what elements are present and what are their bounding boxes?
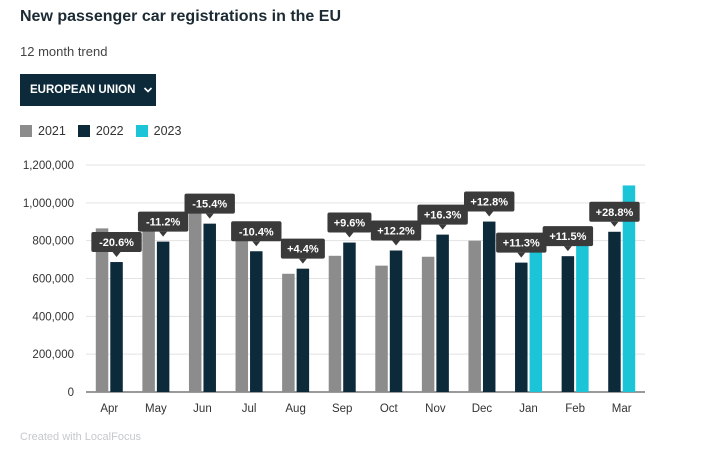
callout-label: +11.5% bbox=[549, 231, 586, 243]
callout-pointer bbox=[517, 252, 526, 258]
callout-pointer bbox=[392, 240, 401, 246]
bar-2021-jul bbox=[235, 234, 249, 392]
callout-box bbox=[464, 191, 515, 212]
y-tick-label: 1,200,000 bbox=[23, 160, 74, 172]
y-tick-label: 800,000 bbox=[32, 236, 74, 248]
x-tick-label: Jan bbox=[519, 403, 538, 415]
x-tick-label: Nov bbox=[425, 403, 446, 415]
bar-2022-jul bbox=[250, 251, 263, 392]
bar-2022-jun bbox=[203, 223, 216, 392]
callout-pointer bbox=[298, 258, 307, 264]
callout-pointer bbox=[438, 224, 447, 230]
chart-legend: 2021 2022 2023 bbox=[20, 124, 193, 138]
callout-box bbox=[91, 232, 142, 253]
callout-box bbox=[137, 211, 189, 232]
callout-box bbox=[542, 226, 594, 247]
bar-2022-jan bbox=[515, 262, 528, 392]
bar-2023-jan bbox=[529, 247, 543, 392]
legend-swatch-2022 bbox=[77, 125, 90, 137]
callout-pointer bbox=[205, 213, 214, 219]
chart-subtitle: 12 month trend bbox=[20, 44, 108, 59]
region-dropdown-label: EUROPEAN UNION bbox=[30, 84, 136, 96]
callout-label: +28.8% bbox=[596, 207, 634, 219]
callout-box bbox=[327, 212, 372, 233]
x-tick-label: Mar bbox=[612, 403, 632, 415]
legend-label-2022: 2022 bbox=[95, 124, 124, 138]
callout-label: -11.2% bbox=[146, 217, 180, 229]
bar-2021-aug bbox=[282, 273, 295, 392]
x-tick-label: Dec bbox=[472, 403, 493, 415]
callout-pointer bbox=[112, 252, 121, 258]
callout-box bbox=[280, 238, 325, 259]
legend-item-2023[interactable]: 2023 bbox=[135, 124, 182, 138]
callout-pointer bbox=[563, 246, 572, 252]
footer-credit: Created with LocalFocus bbox=[20, 431, 142, 443]
callout-box bbox=[184, 193, 235, 214]
legend-label-2021: 2021 bbox=[38, 124, 66, 138]
callout-pointer bbox=[345, 232, 354, 238]
callout-label: +9.6% bbox=[334, 218, 366, 230]
bar-2021-nov bbox=[421, 256, 435, 392]
callout-pointer bbox=[252, 241, 261, 247]
bar-2021-oct bbox=[375, 265, 388, 392]
x-tick-label: Jun bbox=[193, 403, 212, 415]
bar-2022-apr bbox=[110, 262, 123, 392]
bar-2023-feb bbox=[576, 239, 589, 392]
callout-label: -10.4% bbox=[239, 226, 274, 238]
callout-pointer bbox=[610, 221, 619, 227]
x-tick-label: Sep bbox=[332, 403, 352, 415]
bar-2021-jun bbox=[188, 195, 202, 392]
bar-2022-nov bbox=[436, 234, 449, 392]
y-tick-label: 200,000 bbox=[32, 349, 74, 361]
callout-box bbox=[231, 221, 282, 242]
legend-label-2023: 2023 bbox=[153, 124, 182, 138]
bar-2021-dec bbox=[468, 240, 481, 392]
bar-2022-sep bbox=[343, 242, 356, 392]
x-tick-label: Aug bbox=[285, 403, 305, 415]
callout-box bbox=[417, 204, 468, 225]
callout-label: +11.3% bbox=[503, 238, 540, 250]
x-tick-label: May bbox=[145, 403, 167, 415]
callout-label: -20.6% bbox=[99, 237, 134, 249]
callout-pointer bbox=[159, 231, 168, 237]
x-tick-label: Apr bbox=[100, 403, 118, 415]
callout-pointer bbox=[485, 211, 494, 217]
bar-2022-mar bbox=[608, 231, 621, 392]
legend-swatch-2023 bbox=[135, 125, 148, 137]
bar-2021-apr bbox=[95, 228, 109, 392]
callout-label: -15.4% bbox=[192, 199, 227, 211]
y-tick-label: 0 bbox=[68, 387, 74, 399]
bar-2022-feb bbox=[561, 256, 575, 392]
legend-item-2021[interactable]: 2021 bbox=[20, 124, 66, 138]
bar-2023-mar bbox=[622, 185, 636, 392]
chart-title: New passenger car registrations in the E… bbox=[20, 8, 341, 25]
y-tick-label: 600,000 bbox=[32, 274, 74, 286]
legend-swatch-2021 bbox=[20, 125, 32, 137]
callout-label: +4.4% bbox=[287, 244, 319, 256]
callout-box bbox=[496, 232, 547, 253]
callout-label: +16.3% bbox=[424, 210, 462, 222]
bar-2022-aug bbox=[296, 268, 310, 392]
bar-2021-sep bbox=[328, 255, 342, 392]
callout-box bbox=[370, 220, 422, 241]
callout-box bbox=[589, 201, 640, 222]
callout-label: +12.8% bbox=[470, 197, 508, 209]
x-tick-label: Feb bbox=[565, 403, 585, 415]
bar-2021-may bbox=[142, 215, 155, 392]
x-tick-label: Oct bbox=[380, 403, 399, 415]
region-dropdown[interactable]: EUROPEAN UNION bbox=[20, 74, 156, 106]
y-tick-label: 1,000,000 bbox=[23, 198, 74, 210]
y-tick-label: 400,000 bbox=[32, 311, 74, 323]
bar-2022-may bbox=[156, 241, 170, 392]
bar-2022-dec bbox=[482, 221, 496, 392]
chevron-down-icon bbox=[144, 87, 153, 93]
x-tick-label: Jul bbox=[242, 403, 257, 415]
callout-label: +12.2% bbox=[377, 226, 415, 238]
bar-2022-oct bbox=[389, 250, 403, 392]
legend-item-2022[interactable]: 2022 bbox=[77, 124, 124, 138]
